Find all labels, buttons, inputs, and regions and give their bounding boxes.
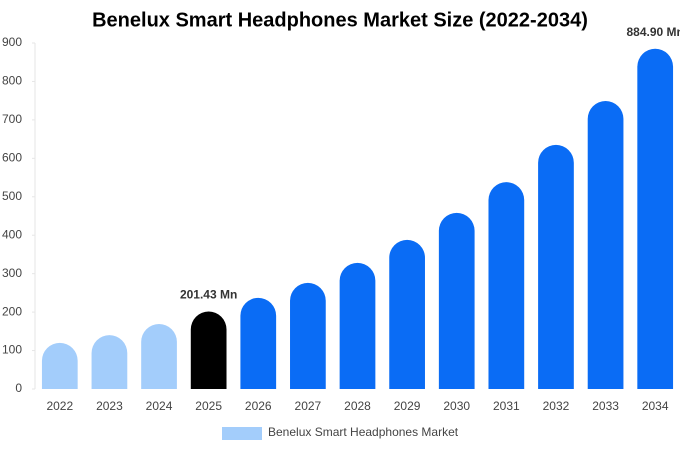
x-tick-label: 2024 (146, 399, 173, 413)
x-tick-label: 2034 (642, 399, 669, 413)
x-tick-label: 2032 (543, 399, 570, 413)
bar (488, 182, 525, 389)
y-tick-label: 500 (2, 189, 22, 203)
bar (41, 342, 78, 389)
x-tick-label: 2026 (245, 399, 272, 413)
x-tick-label: 2028 (344, 399, 371, 413)
x-tick-label: 2027 (295, 399, 322, 413)
y-tick-label: 0 (15, 381, 22, 395)
bar (141, 324, 177, 389)
bar (290, 282, 326, 389)
x-tick-label: 2023 (96, 399, 123, 413)
x-tick-label: 2029 (394, 399, 421, 413)
y-tick-label: 700 (2, 112, 22, 126)
bar (538, 144, 574, 389)
bar (91, 335, 128, 389)
bar (240, 297, 277, 389)
legend-label: Benelux Smart Headphones Market (268, 425, 459, 439)
bar (637, 48, 674, 389)
y-tick-label: 200 (2, 304, 22, 318)
chart-title: Benelux Smart Headphones Market Size (20… (92, 9, 588, 31)
bar (190, 311, 227, 389)
x-tick-label: 2022 (46, 399, 73, 413)
legend-swatch (222, 427, 262, 440)
bar (587, 101, 624, 389)
y-tick-label: 600 (2, 151, 22, 165)
y-tick-label: 400 (2, 227, 22, 241)
y-tick-label: 300 (2, 266, 22, 280)
x-tick-label: 2031 (493, 399, 520, 413)
x-tick-label: 2030 (443, 399, 470, 413)
x-tick-label: 2025 (195, 399, 222, 413)
value-label: 884.90 Mn (627, 25, 680, 39)
bar (339, 262, 376, 389)
y-tick-label: 800 (2, 74, 22, 88)
y-tick-label: 900 (2, 35, 22, 49)
bar (438, 212, 475, 389)
bar (389, 239, 425, 389)
value-label: 201.43 Mn (180, 288, 237, 302)
y-tick-label: 100 (2, 343, 22, 357)
x-tick-label: 2033 (592, 399, 619, 413)
